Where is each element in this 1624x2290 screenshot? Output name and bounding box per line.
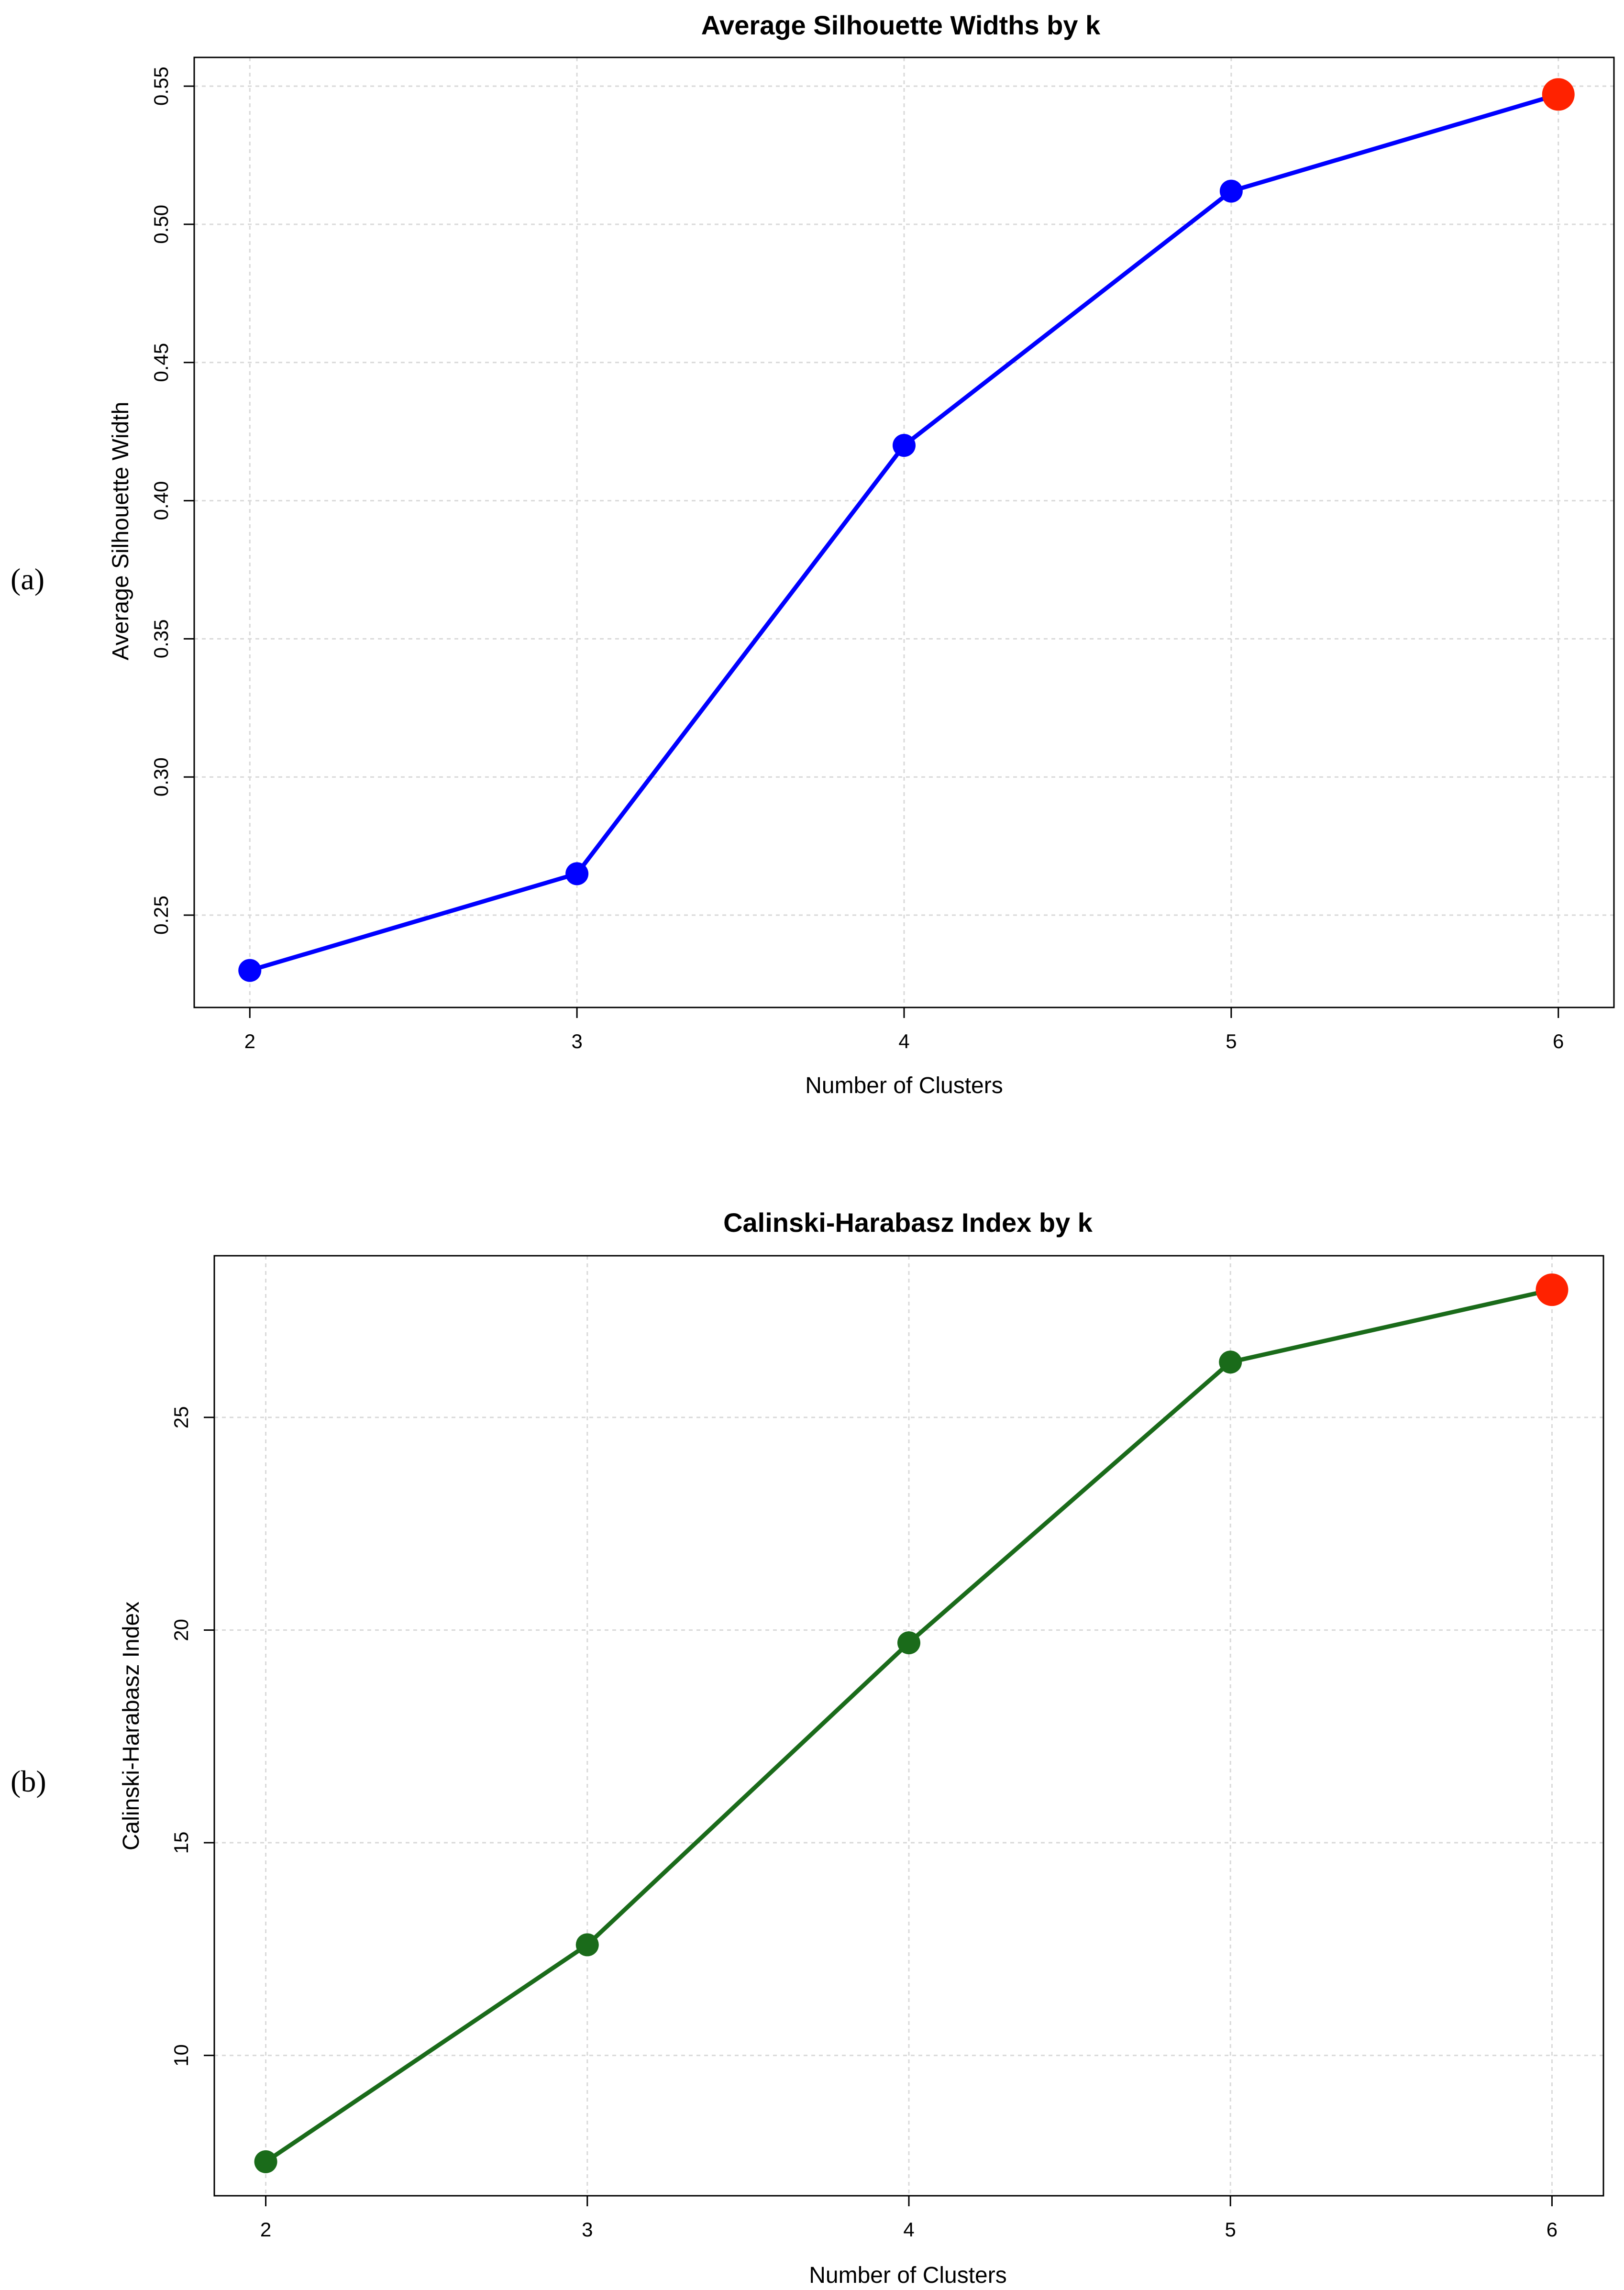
x-tick-label: 4	[903, 2218, 914, 2241]
data-point	[1219, 179, 1243, 203]
x-axis-label: Number of Clusters	[809, 2263, 1006, 2288]
x-tick-label: 6	[1553, 1030, 1564, 1052]
highlight-point	[1536, 1273, 1569, 1306]
data-points	[254, 1273, 1569, 2173]
grid-lines	[214, 1256, 1603, 2196]
y-tick-label: 0.50	[150, 205, 172, 244]
data-point	[575, 1933, 599, 1957]
highlight-point	[1542, 78, 1575, 111]
y-tick-label: 0.40	[150, 481, 172, 520]
plot-frame	[193, 56, 1615, 1008]
data-point	[1219, 1350, 1242, 1374]
chart-title: Average Silhouette Widths by k	[701, 10, 1101, 40]
y-axis-label: Average Silhouette Width	[108, 402, 133, 661]
data-point	[238, 959, 262, 982]
y-tick-label: 0.55	[150, 66, 172, 106]
axis-ticks: 2 3 4 5 6 0.25 0.30 0.35 0.40 0.45 0.50 0.55	[150, 66, 1564, 1052]
y-tick-label: 0.30	[150, 757, 172, 797]
x-tick-label: 3	[582, 2218, 593, 2241]
plot-frame	[213, 1255, 1604, 2197]
panel-label-b: (b)	[11, 1764, 46, 1798]
x-tick-label: 2	[260, 2218, 271, 2241]
chart-title: Calinski-Harabasz Index by k	[723, 1207, 1093, 1238]
y-axis-label: Calinski-Harabasz Index	[119, 1602, 144, 1850]
data-point	[254, 2150, 277, 2173]
x-tick-label: 5	[1226, 1030, 1237, 1052]
axis-ticks: 2 3 4 5 6 10 15 20 25	[170, 1406, 1558, 2241]
x-axis-label: Number of Clusters	[805, 1073, 1003, 1098]
x-tick-label: 4	[898, 1030, 909, 1052]
data-point	[897, 1631, 920, 1655]
y-tick-label: 15	[170, 1832, 192, 1854]
data-points	[238, 78, 1575, 982]
grid-lines	[194, 57, 1614, 1007]
chart-panel-b: (b) Calinski-Harabasz Index by k Number …	[11, 1207, 1604, 2288]
y-tick-label: 25	[170, 1406, 192, 1429]
x-tick-label: 5	[1225, 2218, 1236, 2241]
y-tick-label: 0.35	[150, 620, 172, 659]
data-point	[565, 862, 589, 885]
data-point	[893, 434, 916, 457]
x-tick-label: 6	[1547, 2218, 1558, 2241]
x-tick-label: 2	[244, 1030, 255, 1052]
y-tick-label: 20	[170, 1619, 192, 1641]
x-tick-label: 3	[571, 1030, 582, 1052]
panel-label-a: (a)	[11, 562, 44, 596]
chart-panel-a: (a) Average Silhouette Widths by k Numbe…	[11, 10, 1615, 1098]
y-tick-label: 0.25	[150, 896, 172, 935]
y-tick-label: 0.45	[150, 343, 172, 382]
y-tick-label: 10	[170, 2044, 192, 2067]
